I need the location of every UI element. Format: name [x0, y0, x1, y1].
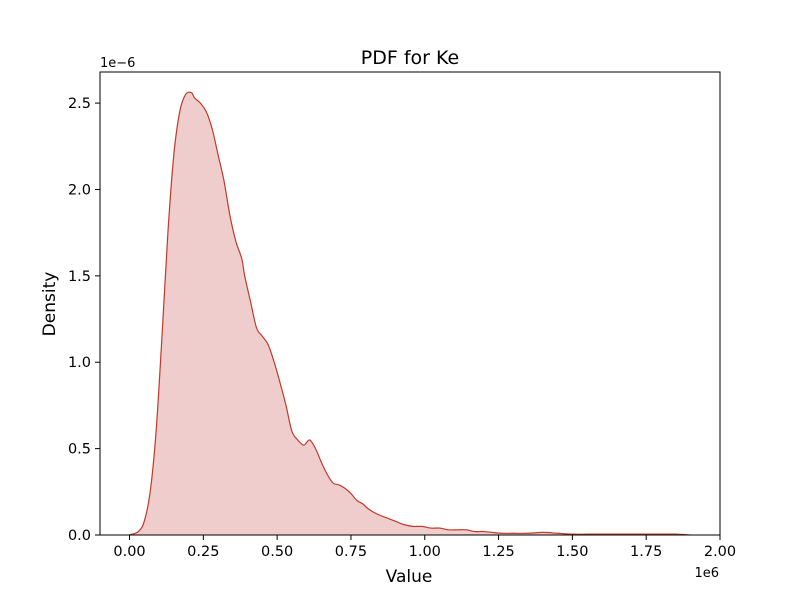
x-tick-label: 0.25 [187, 544, 219, 560]
x-tick-label: 1.50 [556, 544, 588, 560]
y-tick-label: 0.5 [68, 442, 91, 458]
x-offset-label: 1e6 [694, 566, 719, 581]
y-tick-label: 1.5 [68, 269, 91, 285]
x-tick-label: 0.50 [261, 544, 293, 560]
y-tick-label: 2.0 [68, 182, 91, 198]
x-axis-ticks: 0.00 0.25 0.50 0.75 1.00 1.25 1.50 1.75 2.00 [113, 535, 736, 560]
y-axis-label: Density [40, 272, 60, 337]
y-tick-label: 0.0 [68, 528, 91, 544]
x-axis-label: Value [386, 567, 433, 587]
x-tick-label: 0.00 [113, 544, 145, 560]
x-tick-label: 2.00 [704, 544, 736, 560]
y-tick-label: 1.0 [68, 355, 91, 371]
x-tick-label: 1.25 [482, 544, 514, 560]
y-axis-ticks: 0.0 0.5 1.0 1.5 2.0 2.5 [68, 96, 100, 544]
x-tick-label: 1.75 [630, 544, 662, 560]
chart-title: PDF for Ke [361, 47, 459, 69]
x-tick-label: 1.00 [409, 544, 441, 560]
density-fill [129, 92, 691, 536]
plot-frame [99, 71, 721, 536]
density-line [129, 91, 691, 536]
y-offset-label: 1e−6 [100, 56, 135, 71]
y-tick-label: 2.5 [68, 96, 91, 112]
plot-area [99, 71, 721, 536]
x-tick-label: 0.75 [335, 544, 367, 560]
